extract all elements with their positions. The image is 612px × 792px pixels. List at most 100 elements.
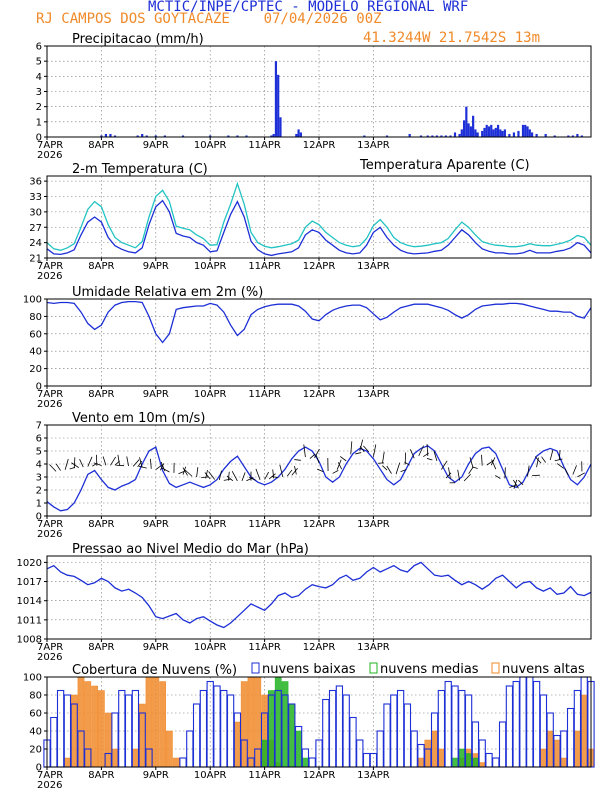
wind-arrow (448, 467, 451, 479)
wind-arrow (418, 445, 424, 457)
wind-arrow (264, 471, 269, 480)
cloud-bar-nuvens-altas (84, 681, 92, 768)
cloud-bar-nuvens-medias (458, 748, 466, 768)
cloud-bar-nuvens-baixas (485, 752, 493, 768)
wind-arrow (161, 467, 170, 473)
wind-arrow (457, 469, 460, 481)
wind-arrow (294, 465, 297, 475)
cloud-bar-nuvens-altas (478, 762, 486, 768)
ytick-label: 7 (36, 421, 42, 432)
cloud-bar-nuvens-altas (247, 676, 255, 768)
ytick-label: 40 (29, 727, 42, 738)
ytick-label: 3 (36, 87, 42, 98)
cloud-bar-nuvens-baixas (519, 676, 527, 768)
cloud-bar-nuvens-baixas (328, 689, 337, 768)
xtick-label: 12APR (303, 519, 336, 530)
cloud-bar-nuvens-medias (465, 753, 472, 768)
cloud-bar-nuvens-baixas (362, 752, 371, 768)
panel-title: Pressao ao Nivel Medio do Mar (hPa) (72, 542, 309, 557)
wind-arrow (196, 467, 199, 478)
precip-bar (227, 135, 230, 137)
wind-arrow (426, 458, 433, 461)
cloud-bar-nuvens-medias (302, 757, 309, 768)
precip-bar (113, 135, 117, 137)
cloud-bar-nuvens-baixas (369, 752, 378, 768)
wind-arrow (337, 462, 343, 470)
ytick-label: 20 (29, 364, 42, 375)
wind-arrow (433, 450, 438, 461)
cloud-bar-nuvens-altas (64, 757, 71, 768)
cloud-bar-nuvens-altas (91, 685, 98, 768)
xtick-label: 7APR (37, 642, 63, 653)
cloud-bar-nuvens-altas (424, 739, 432, 768)
wind-arrow (184, 469, 193, 477)
precip-bar (494, 127, 497, 137)
precip-bar (385, 135, 389, 137)
precip-bar (440, 135, 443, 137)
ytick-label: 6 (36, 434, 42, 445)
wind-arrow (314, 448, 320, 458)
cloud-bar-nuvens-baixas (444, 680, 452, 768)
xtick-label: 7APR (37, 519, 63, 530)
wind-arrow (182, 467, 188, 476)
xtick-label: 7APR (37, 389, 63, 400)
wind-arrow (509, 484, 518, 488)
ytick-label: 4 (36, 460, 42, 471)
cloud-bar-nuvens-baixas (505, 685, 514, 768)
xtick-label: 8APR (88, 642, 114, 653)
cloud-bar-nuvens-altas (240, 681, 248, 768)
wind-arrow (223, 478, 232, 481)
wind-arrow (518, 479, 524, 485)
wind-arrow (316, 468, 324, 473)
precip-bar (453, 132, 457, 137)
year-label: 2026 (37, 652, 62, 663)
precip-bar (465, 106, 468, 137)
cloud-bar-nuvens-altas (98, 690, 105, 768)
cloud-bar-nuvens-altas (111, 748, 119, 768)
panel-wind: 0 1 2 3 4 5 6 7 7APR 8APR 9APR 10APR 11APR 12APR 13APR… (36, 411, 592, 540)
precip-bar (297, 129, 300, 137)
wind-arrow (303, 444, 306, 458)
wind-arrow (490, 457, 496, 466)
wind-arrow (513, 479, 518, 489)
ytick-label: 33 (29, 192, 42, 203)
precip-bar (141, 133, 144, 137)
wind-arrow (110, 456, 116, 466)
precip-bar (460, 129, 463, 137)
panel-title: Umidade Relativa em 2m (%) (72, 285, 263, 300)
ytick-label: 3 (36, 473, 42, 484)
cloud-bar-nuvens-baixas (383, 703, 391, 768)
cloud-bar-nuvens-altas (132, 748, 139, 768)
wind-arrow (93, 462, 102, 466)
ytick-label: 6 (36, 42, 42, 53)
wind-arrow (463, 473, 471, 482)
xtick-label: 10APR (194, 389, 227, 400)
wind-arrow (159, 463, 165, 471)
wind-arrow (226, 475, 234, 482)
precip-bar (299, 132, 302, 137)
cloud-bar-nuvens-baixas (192, 703, 201, 768)
precip-bar (209, 135, 212, 137)
precip-bar (476, 132, 479, 137)
wind-arrow (554, 458, 563, 462)
wind-arrow (201, 476, 209, 479)
precip-bar (270, 135, 273, 137)
precip-bar (279, 117, 282, 137)
ytick-label: 4 (36, 72, 42, 83)
wind-arrow (350, 441, 353, 455)
wind-arrow (339, 456, 347, 462)
ytick-label: 80 (29, 312, 42, 323)
cloud-bar-nuvens-altas (417, 757, 425, 768)
wind-arrow (291, 467, 298, 476)
ytick-label: 80 (29, 691, 42, 702)
wind-arrow (126, 456, 129, 467)
xtick-label: 11APR (248, 261, 281, 272)
cloud-bar-nuvens-altas (152, 676, 160, 768)
cloud-bar-nuvens-altas (145, 676, 153, 768)
ytick-label: 1 (36, 499, 42, 510)
legend-swatch (251, 662, 260, 674)
xtick-label: 11APR (248, 140, 281, 151)
precip-bar (245, 135, 248, 137)
wind-arrow (332, 469, 339, 474)
wind-arrow (536, 457, 539, 468)
